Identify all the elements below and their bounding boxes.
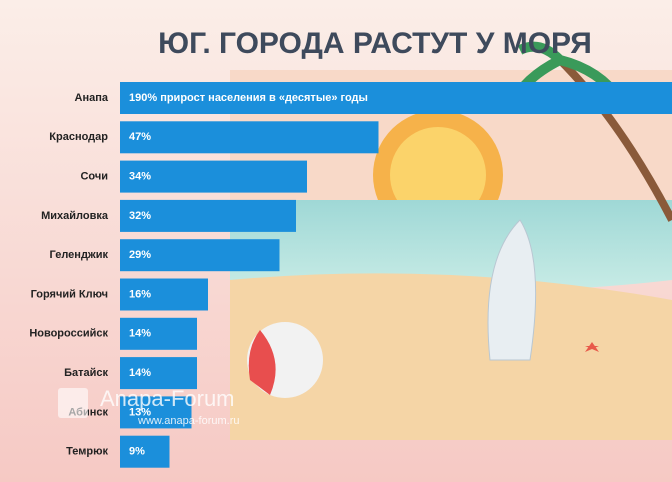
bar: [120, 121, 379, 154]
value-label: 32%: [129, 210, 151, 222]
value-label: 16%: [129, 288, 151, 300]
category-label: Михайловка: [41, 210, 109, 222]
value-label: 190% прирост населения в «десятые» годы: [129, 92, 368, 104]
bar: [120, 317, 197, 350]
value-label: 29%: [129, 249, 151, 261]
bar: [120, 160, 307, 193]
value-label: 13%: [129, 406, 151, 418]
value-label: 14%: [129, 328, 151, 340]
category-label: Геленджик: [50, 249, 109, 261]
value-label: 47%: [129, 131, 151, 143]
bar: [120, 239, 280, 272]
category-label: Темрюк: [66, 446, 108, 458]
value-label: 34%: [129, 171, 151, 183]
bar: [120, 82, 672, 114]
value-label: 9%: [129, 446, 145, 458]
category-label: Анапа: [75, 92, 109, 104]
watermark-url: www.anapa-forum.ru: [137, 415, 240, 427]
bar: [120, 357, 197, 390]
category-label: Краснодар: [49, 131, 108, 143]
watermark-title: Anapa-Forum: [100, 386, 235, 411]
bar: [120, 199, 296, 232]
category-label: Новороссийск: [29, 328, 108, 340]
bar: [120, 435, 170, 468]
chart-title: ЮГ. ГОРОДА РАСТУТ У МОРЯ: [158, 27, 592, 60]
category-label: Горячий Ключ: [31, 288, 108, 300]
watermark: Anapa-Forum www.anapa-forum.ru: [58, 386, 240, 427]
bar: [120, 278, 208, 311]
category-label: Батайск: [64, 367, 108, 379]
category-label: Сочи: [80, 171, 108, 183]
value-label: 14%: [129, 367, 151, 379]
bar: [120, 396, 192, 429]
